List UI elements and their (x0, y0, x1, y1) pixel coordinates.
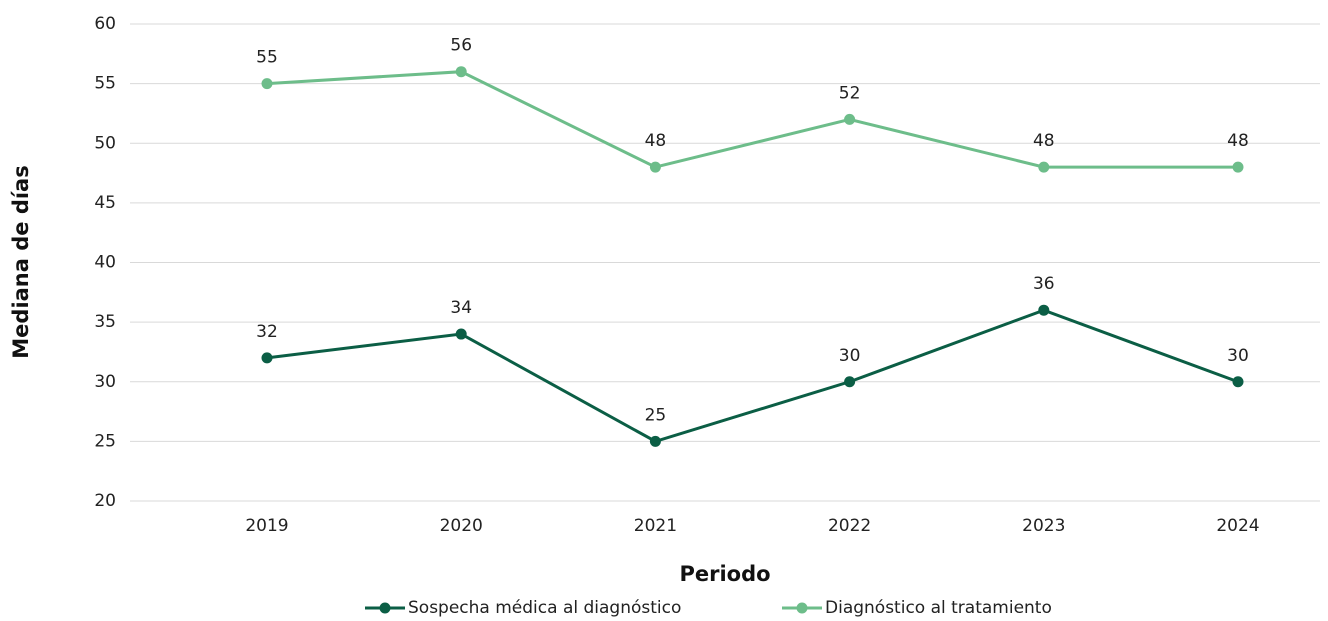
legend-marker (379, 602, 391, 614)
data-label: 30 (839, 346, 861, 366)
x-tick-label: 2022 (828, 516, 871, 536)
data-point (844, 376, 856, 388)
y-tick-label: 40 (94, 253, 116, 273)
x-tick-label: 2019 (245, 516, 288, 536)
data-label: 36 (1033, 274, 1055, 294)
series-line (266, 308, 1239, 443)
y-tick-label: 55 (94, 74, 116, 94)
data-label: 30 (1227, 346, 1249, 366)
x-axis-title: Periodo (679, 562, 770, 586)
y-axis-title: Mediana de días (9, 165, 33, 358)
data-point (1038, 304, 1050, 316)
data-label: 55 (256, 48, 278, 68)
legend-label: Sospecha médica al diagnóstico (408, 598, 681, 618)
data-label: 56 (450, 36, 472, 56)
y-tick-label: 30 (94, 372, 116, 392)
y-tick-label: 20 (94, 491, 116, 511)
x-tick-label: 2021 (634, 516, 677, 536)
x-tick-label: 2024 (1216, 516, 1259, 536)
legend-marker (796, 602, 808, 614)
data-label: 52 (839, 83, 861, 103)
data-label: 25 (645, 405, 667, 425)
x-tick-label: 2023 (1022, 516, 1065, 536)
data-point (261, 78, 273, 90)
y-tick-label: 50 (94, 133, 116, 153)
data-point (1232, 376, 1244, 388)
data-point (455, 328, 467, 340)
data-point (455, 66, 467, 78)
legend-label: Diagnóstico al tratamiento (825, 598, 1052, 618)
series-line (266, 70, 1238, 169)
data-point (1038, 161, 1050, 173)
data-label: 34 (450, 298, 472, 318)
x-tick-label: 2020 (440, 516, 483, 536)
data-point (649, 435, 661, 447)
data-point (1232, 161, 1244, 173)
y-tick-label: 45 (94, 193, 116, 213)
data-label: 48 (645, 131, 667, 151)
y-tick-label: 25 (94, 431, 116, 451)
data-label: 32 (256, 322, 278, 342)
y-tick-label: 35 (94, 312, 116, 332)
data-point (649, 161, 661, 173)
data-point (844, 113, 856, 125)
data-label: 48 (1033, 131, 1055, 151)
y-tick-label: 60 (94, 14, 116, 34)
data-label: 48 (1227, 131, 1249, 151)
data-point (261, 352, 273, 364)
